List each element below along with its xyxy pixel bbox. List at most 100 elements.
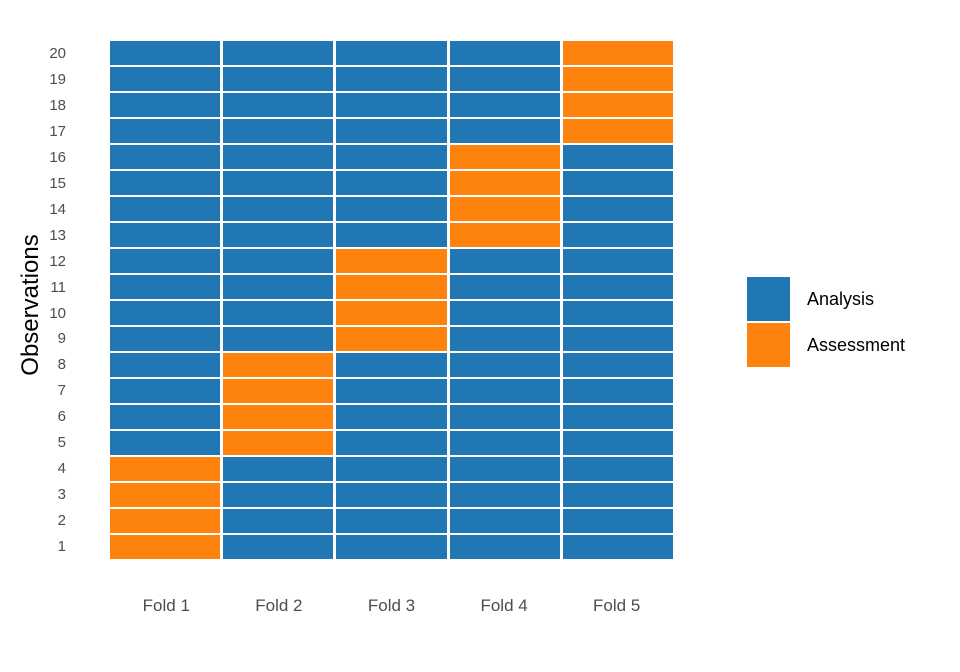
y-tick-label-11: 11 bbox=[50, 278, 66, 296]
cell-fold-3-obs-1 bbox=[336, 535, 447, 559]
y-tick-label-7: 7 bbox=[57, 382, 66, 400]
cell-fold-4-obs-9 bbox=[449, 327, 560, 351]
cell-fold-3-obs-16 bbox=[336, 145, 447, 169]
cell-fold-3-obs-12 bbox=[336, 249, 447, 273]
cell-fold-3-obs-7 bbox=[336, 379, 447, 403]
cell-fold-2-obs-11 bbox=[223, 275, 334, 299]
legend-label-assessment: Assessment bbox=[807, 334, 906, 355]
cell-fold-4-obs-13 bbox=[449, 223, 560, 247]
legend-item-analysis: Analysis bbox=[747, 277, 905, 321]
cell-fold-5-obs-9 bbox=[562, 327, 673, 351]
cell-fold-1-obs-4 bbox=[110, 457, 221, 481]
cell-fold-5-obs-17 bbox=[562, 119, 673, 143]
cell-fold-3-obs-13 bbox=[336, 223, 447, 247]
cell-fold-4-obs-1 bbox=[449, 535, 560, 559]
cell-fold-4-obs-14 bbox=[449, 197, 560, 221]
y-tick-label-5: 5 bbox=[57, 434, 66, 452]
cell-fold-1-obs-12 bbox=[110, 249, 221, 273]
y-tick-label-19: 19 bbox=[49, 71, 66, 89]
cell-fold-2-obs-20 bbox=[223, 41, 334, 65]
cell-fold-2-obs-13 bbox=[223, 223, 334, 247]
legend: Analysis Assessment bbox=[747, 277, 905, 367]
cell-fold-2-obs-5 bbox=[223, 431, 334, 455]
cell-fold-2-obs-10 bbox=[223, 301, 334, 325]
cell-fold-2-obs-2 bbox=[223, 509, 334, 533]
legend-item-assessment: Assessment bbox=[747, 323, 905, 367]
cell-fold-4-obs-6 bbox=[449, 405, 560, 429]
cell-fold-1-obs-9 bbox=[110, 327, 221, 351]
cell-fold-4-obs-3 bbox=[449, 483, 560, 507]
cell-fold-2-obs-9 bbox=[223, 327, 334, 351]
y-tick-label-15: 15 bbox=[49, 174, 66, 192]
cell-fold-2-obs-1 bbox=[223, 535, 334, 559]
cell-fold-1-obs-10 bbox=[110, 301, 221, 325]
cell-fold-4-obs-12 bbox=[449, 249, 560, 273]
y-tick-label-13: 13 bbox=[49, 226, 66, 244]
cell-fold-2-obs-15 bbox=[223, 171, 334, 195]
cell-fold-3-obs-15 bbox=[336, 171, 447, 195]
y-tick-label-8: 8 bbox=[57, 356, 66, 374]
cell-fold-5-obs-20 bbox=[562, 41, 673, 65]
cell-fold-4-obs-4 bbox=[449, 457, 560, 481]
y-tick-label-9: 9 bbox=[57, 330, 66, 348]
cell-fold-2-obs-16 bbox=[223, 145, 334, 169]
y-tick-label-16: 16 bbox=[49, 149, 66, 167]
cell-fold-2-obs-12 bbox=[223, 249, 334, 273]
cell-fold-4-obs-8 bbox=[449, 353, 560, 377]
y-tick-label-4: 4 bbox=[57, 459, 66, 477]
cell-fold-1-obs-17 bbox=[110, 119, 221, 143]
cell-fold-1-obs-14 bbox=[110, 197, 221, 221]
cell-fold-5-obs-4 bbox=[562, 457, 673, 481]
cell-fold-1-obs-19 bbox=[110, 67, 221, 91]
y-tick-label-20: 20 bbox=[49, 45, 66, 63]
cell-fold-1-obs-3 bbox=[110, 483, 221, 507]
cell-fold-2-obs-17 bbox=[223, 119, 334, 143]
y-tick-label-6: 6 bbox=[57, 408, 66, 426]
cell-fold-1-obs-16 bbox=[110, 145, 221, 169]
cell-fold-5-obs-18 bbox=[562, 93, 673, 117]
cell-fold-4-obs-15 bbox=[449, 171, 560, 195]
x-tick-label-fold-4: Fold 4 bbox=[480, 596, 528, 615]
cell-fold-5-obs-11 bbox=[562, 275, 673, 299]
cell-fold-1-obs-6 bbox=[110, 405, 221, 429]
cell-fold-1-obs-8 bbox=[110, 353, 221, 377]
cell-fold-3-obs-17 bbox=[336, 119, 447, 143]
cell-fold-3-obs-2 bbox=[336, 509, 447, 533]
cell-fold-4-obs-10 bbox=[449, 301, 560, 325]
cell-fold-3-obs-4 bbox=[336, 457, 447, 481]
cell-fold-5-obs-7 bbox=[562, 379, 673, 403]
cell-fold-4-obs-19 bbox=[449, 67, 560, 91]
y-axis-tick-labels: 20 19 18 17 16 15 14 13 12 11 10 9 8 7 6 5 4 3 2 1 bbox=[0, 41, 66, 559]
legend-swatch-assessment bbox=[747, 323, 790, 367]
cell-fold-3-obs-5 bbox=[336, 431, 447, 455]
cell-fold-3-obs-18 bbox=[336, 93, 447, 117]
y-tick-label-17: 17 bbox=[49, 123, 66, 141]
cell-fold-1-obs-1 bbox=[110, 535, 221, 559]
cell-fold-3-obs-14 bbox=[336, 197, 447, 221]
legend-label-analysis: Analysis bbox=[807, 288, 875, 309]
cell-fold-4-obs-2 bbox=[449, 509, 560, 533]
cell-fold-4-obs-5 bbox=[449, 431, 560, 455]
cell-fold-5-obs-2 bbox=[562, 509, 673, 533]
cell-fold-1-obs-7 bbox=[110, 379, 221, 403]
cell-fold-4-obs-16 bbox=[449, 145, 560, 169]
heatmap-grid bbox=[110, 41, 673, 559]
cell-fold-1-obs-2 bbox=[110, 509, 221, 533]
cell-fold-4-obs-18 bbox=[449, 93, 560, 117]
cell-fold-3-obs-19 bbox=[336, 67, 447, 91]
x-tick-label-fold-5: Fold 5 bbox=[593, 596, 641, 615]
cell-fold-3-obs-3 bbox=[336, 483, 447, 507]
cell-fold-4-obs-17 bbox=[449, 119, 560, 143]
x-axis-tick-labels: Fold 1 Fold 2 Fold 3 Fold 4 Fold 5 bbox=[110, 596, 673, 616]
y-tick-label-3: 3 bbox=[57, 485, 66, 503]
cell-fold-1-obs-11 bbox=[110, 275, 221, 299]
cell-fold-3-obs-10 bbox=[336, 301, 447, 325]
cell-fold-2-obs-14 bbox=[223, 197, 334, 221]
cell-fold-5-obs-1 bbox=[562, 535, 673, 559]
cell-fold-4-obs-11 bbox=[449, 275, 560, 299]
cell-fold-5-obs-8 bbox=[562, 353, 673, 377]
cell-fold-3-obs-6 bbox=[336, 405, 447, 429]
cell-fold-2-obs-4 bbox=[223, 457, 334, 481]
cell-fold-3-obs-8 bbox=[336, 353, 447, 377]
